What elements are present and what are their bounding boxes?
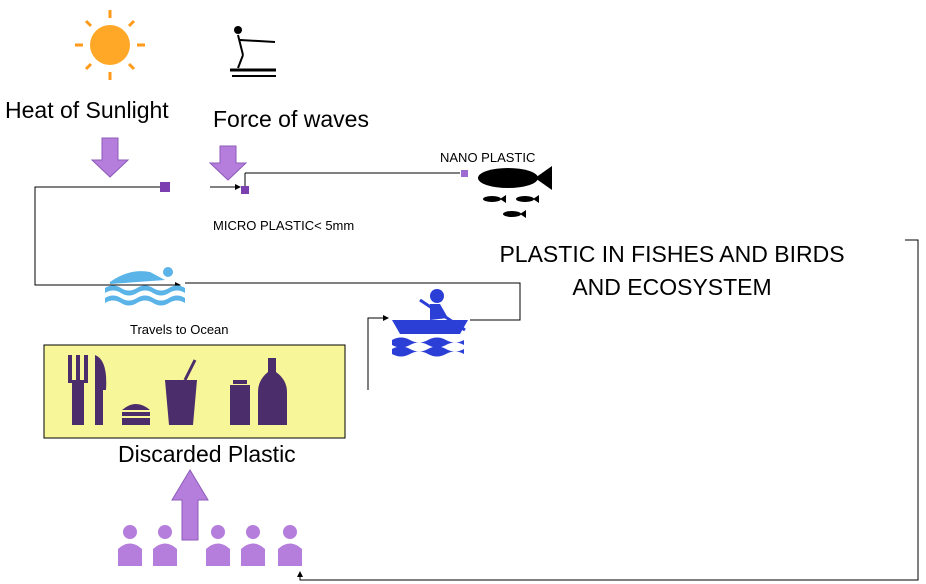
- micro-label: MICRO PLASTIC< 5mm: [213, 218, 354, 233]
- impact-label: AND ECOSYSTEM: [572, 274, 771, 300]
- swimmer-icon: [105, 267, 185, 306]
- discarded-label: Discarded Plastic: [118, 441, 296, 467]
- travel-label: Travels to Ocean: [130, 322, 229, 337]
- connector: [35, 187, 180, 285]
- rower-icon: [392, 289, 468, 357]
- connector: [368, 318, 388, 390]
- waves-label: Force of waves: [213, 106, 369, 132]
- arrow: [172, 470, 208, 540]
- diagram: Heat of Sunlight Force of waves NANO PLA…: [0, 0, 926, 584]
- fish-icon: [478, 166, 552, 218]
- impact-label: PLASTIC IN FISHES AND BIRDS: [499, 241, 844, 267]
- cube: [241, 186, 249, 194]
- arrow: [92, 138, 128, 177]
- connector: [185, 283, 520, 320]
- nano-label: NANO PLASTIC: [440, 150, 535, 165]
- arrow: [210, 146, 246, 180]
- cube: [160, 182, 170, 192]
- skier-icon: [230, 26, 276, 76]
- people-icon: [118, 525, 302, 566]
- cube: [461, 170, 468, 177]
- sun-icon: [75, 10, 145, 80]
- heat-label: Heat of Sunlight: [5, 97, 169, 123]
